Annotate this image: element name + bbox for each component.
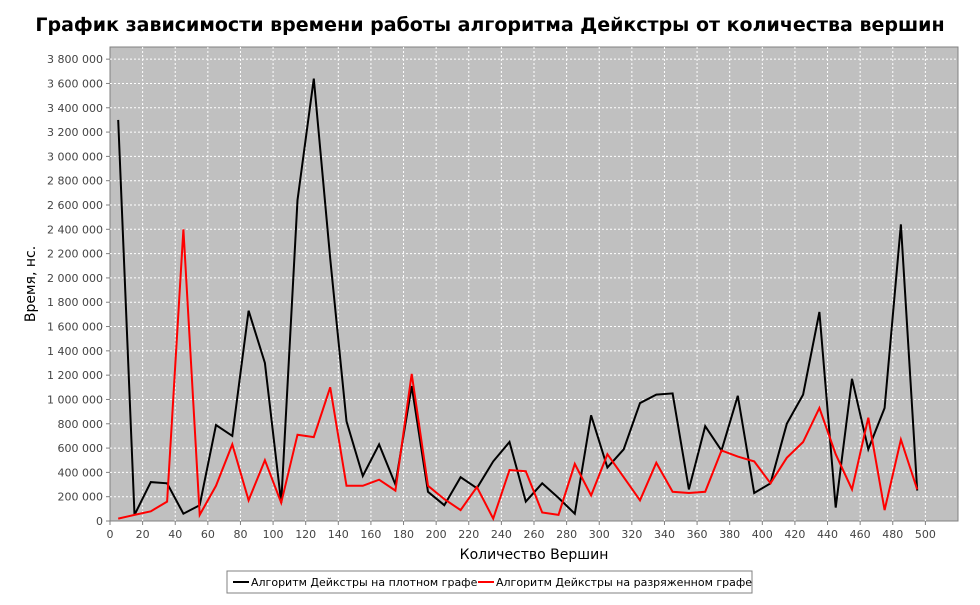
x-tick-label: 80	[233, 528, 247, 541]
x-tick-label: 40	[168, 528, 182, 541]
series-line-1	[117, 229, 919, 522]
y-tick-label: 2 000 000	[47, 272, 103, 285]
x-tick-label: 120	[295, 528, 316, 541]
x-tick-label: 380	[719, 528, 740, 541]
y-tick-label: 600 000	[58, 442, 104, 455]
x-tick-label: 460	[850, 528, 871, 541]
x-tick-label: 20	[136, 528, 150, 541]
legend-label-dense: Алгоритм Дейкстры на плотном графе	[251, 576, 478, 589]
y-tick-label: 800 000	[58, 418, 104, 431]
x-tick-label: 280	[556, 528, 577, 541]
y-axis-label: Время, нс.	[23, 246, 39, 322]
y-tick-label: 1 200 000	[47, 369, 103, 382]
x-tick-label: 160	[360, 528, 381, 541]
x-tick-label: 400	[752, 528, 773, 541]
y-tick-label: 1 600 000	[47, 321, 103, 334]
y-tick-label: 400 000	[58, 466, 104, 479]
legend: Алгоритм Дейкстры на плотном графе Алгор…	[226, 570, 753, 594]
y-tick-label: 3 400 000	[47, 102, 103, 115]
y-tick-label: 2 200 000	[47, 248, 103, 261]
y-tick-label: 200 000	[58, 491, 104, 504]
x-tick-label: 440	[817, 528, 838, 541]
y-tick-label: 3 000 000	[47, 150, 103, 163]
series-layer	[117, 78, 919, 522]
x-tick-label: 180	[393, 528, 414, 541]
y-tick-label: 3 600 000	[47, 77, 103, 90]
x-tick-label: 300	[589, 528, 610, 541]
x-tick-label: 200	[426, 528, 447, 541]
x-tick-label: 100	[263, 528, 284, 541]
x-tick-label: 480	[882, 528, 903, 541]
y-tick-label: 2 600 000	[47, 199, 103, 212]
y-tick-label: 2 400 000	[47, 223, 103, 236]
x-tick-label: 60	[201, 528, 215, 541]
chart-title: График зависимости времени работы алгори…	[35, 14, 944, 36]
y-tick-label: 3 200 000	[47, 126, 103, 139]
x-tick-label: 0	[107, 528, 114, 541]
x-tick-label: 220	[458, 528, 479, 541]
grid	[110, 47, 958, 521]
x-axis-label: Количество Вершин	[460, 547, 609, 563]
y-tick-label: 3 800 000	[47, 53, 103, 66]
y-tick-label: 1 800 000	[47, 296, 103, 309]
y-tick-label: 2 800 000	[47, 175, 103, 188]
series-line-0	[117, 78, 919, 516]
x-tick-label: 420	[784, 528, 805, 541]
y-tick-label: 1 000 000	[47, 393, 103, 406]
y-axis: 0 200 000 400 000 600 000 800 000 1 000 000 1 …	[47, 53, 110, 528]
x-tick-label: 320	[621, 528, 642, 541]
x-tick-label: 240	[491, 528, 512, 541]
x-tick-label: 340	[654, 528, 675, 541]
legend-label-sparse: Алгоритм Дейкстры на разряженном графе	[496, 576, 752, 589]
x-tick-label: 500	[915, 528, 936, 541]
x-axis: 0 20 40 60 80 100 120 140 160 180 200 220 240 260 280 3…	[107, 521, 936, 541]
x-tick-label: 260	[524, 528, 545, 541]
x-tick-label: 360	[687, 528, 708, 541]
y-tick-label: 0	[96, 515, 103, 528]
y-tick-label: 1 400 000	[47, 345, 103, 358]
x-tick-label: 140	[328, 528, 349, 541]
